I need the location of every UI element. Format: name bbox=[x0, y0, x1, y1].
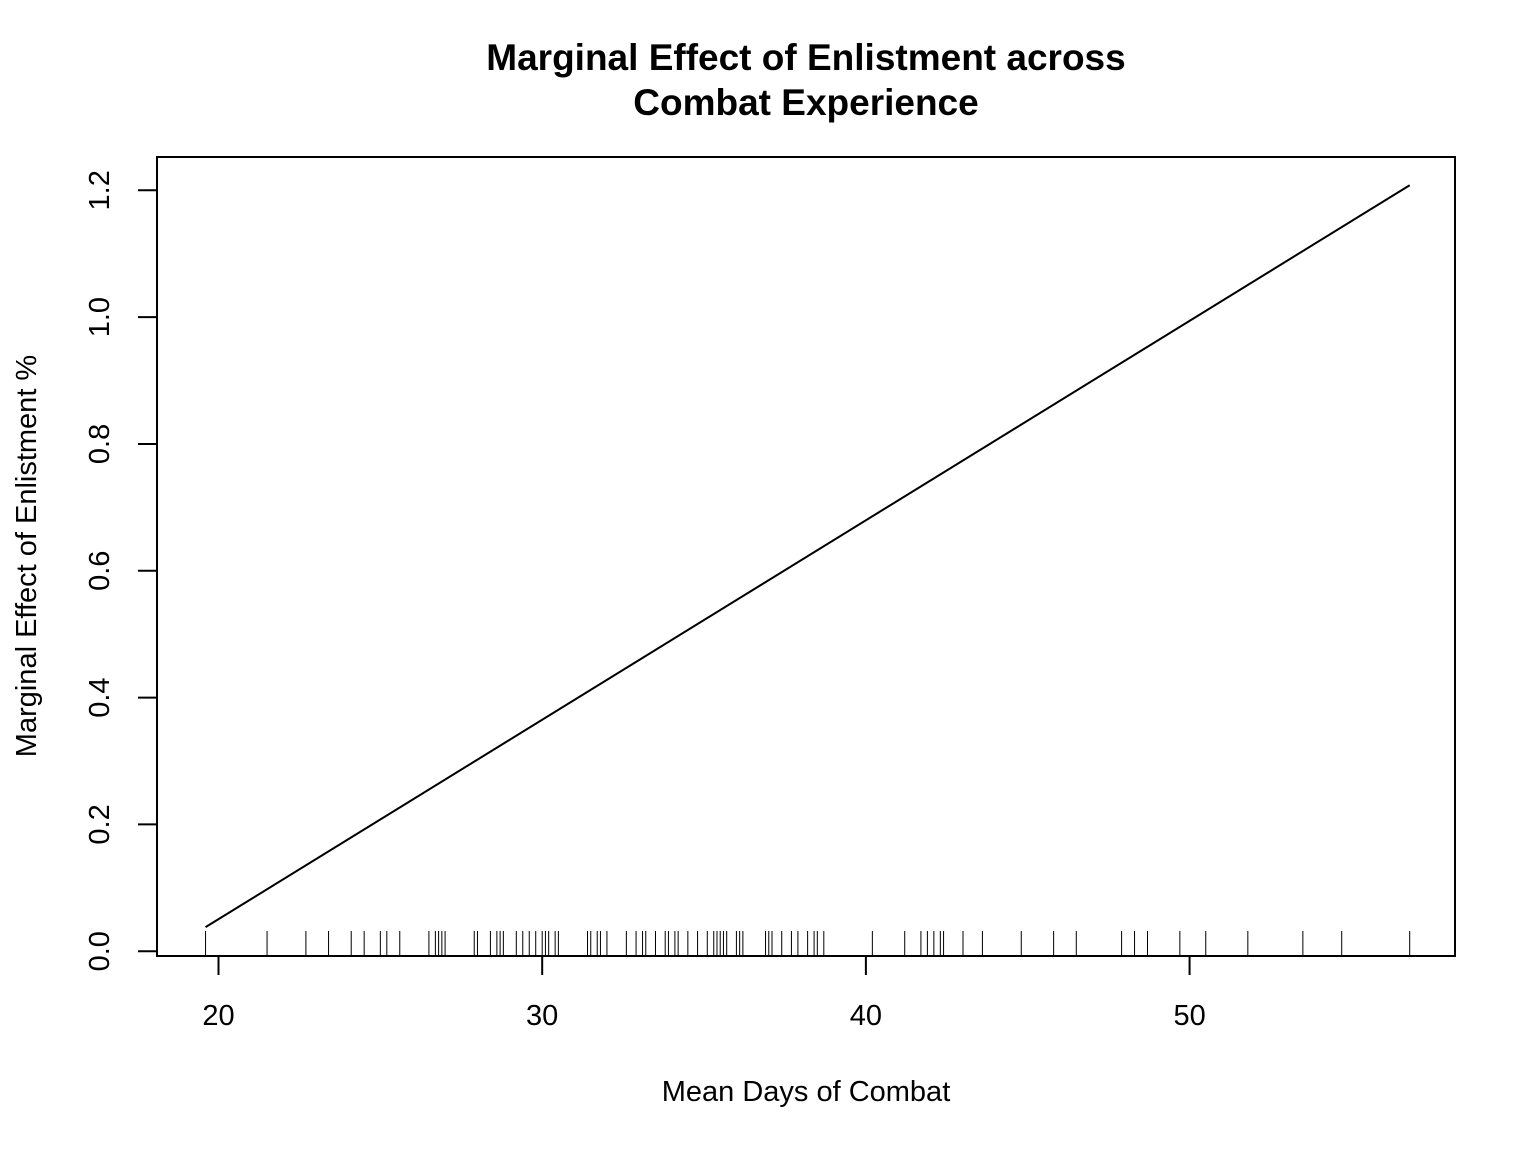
y-tick-label: 0.0 bbox=[84, 931, 116, 971]
x-axis: 20 30 40 50 bbox=[202, 955, 1206, 1032]
x-axis-label: Mean Days of Combat bbox=[662, 1076, 951, 1108]
y-tick-label: 0.2 bbox=[84, 804, 116, 844]
y-tick-label: 0.8 bbox=[84, 424, 116, 464]
x-tick-label: 40 bbox=[850, 1000, 882, 1032]
series-line-0 bbox=[205, 184, 1411, 928]
x-tick-label: 30 bbox=[526, 1000, 558, 1032]
chart-title-line-2: Combat Experience bbox=[633, 82, 978, 123]
y-axis-label: Marginal Effect of Enlistment % bbox=[11, 355, 43, 757]
y-axis: 0.0 0.2 0.4 0.6 0.8 1.0 1.2 bbox=[84, 170, 158, 971]
y-tick-label: 1.2 bbox=[84, 170, 116, 210]
series-layer bbox=[205, 184, 1411, 928]
y-tick-label: 0.6 bbox=[84, 551, 116, 591]
y-tick-label: 0.4 bbox=[84, 677, 116, 717]
x-tick-label: 50 bbox=[1173, 1000, 1205, 1032]
chart-title-line-1: Marginal Effect of Enlistment across bbox=[486, 37, 1125, 78]
rug-marks bbox=[205, 931, 1411, 956]
y-tick-label: 1.0 bbox=[84, 297, 116, 337]
x-tick-label: 20 bbox=[202, 1000, 234, 1032]
